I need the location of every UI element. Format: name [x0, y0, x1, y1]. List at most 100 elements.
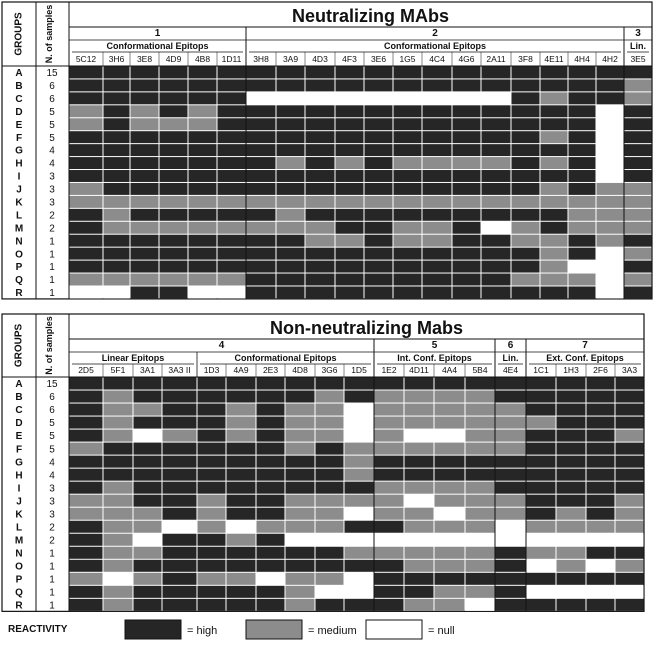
heatmap-cell [393, 195, 422, 208]
heatmap-cell [344, 494, 374, 507]
column-label: 5F1 [111, 365, 126, 375]
heatmap-cell [69, 247, 103, 260]
heatmap-cell [226, 390, 256, 403]
heatmap-cell [404, 598, 434, 611]
heatmap-cell [197, 377, 226, 390]
heatmap-cell [197, 559, 226, 572]
sample-count: 1 [49, 249, 55, 260]
heatmap-cell [596, 208, 624, 221]
row-label: B [15, 81, 22, 92]
heatmap-cell [615, 533, 644, 546]
heatmap-cell [335, 195, 364, 208]
heatmap-cell [568, 260, 596, 273]
sample-count: 15 [46, 68, 58, 79]
heatmap-cell [364, 260, 393, 273]
heatmap-cell [133, 377, 162, 390]
heatmap-cell [422, 170, 452, 182]
column-label: 3H6 [109, 54, 125, 64]
heatmap-cell [404, 546, 434, 559]
heatmap-cell [133, 533, 162, 546]
heatmap-cell [465, 533, 495, 546]
group-label: 2 [432, 28, 438, 39]
heatmap-cell [481, 118, 511, 131]
heatmap-cell [256, 429, 285, 442]
heatmap-cell [305, 92, 335, 105]
heatmap-cell [586, 533, 615, 546]
heatmap-cell [624, 144, 652, 157]
heatmap-cell [335, 92, 364, 105]
subgroup-label: Lin. [503, 353, 519, 363]
column-label: 4F3 [342, 54, 357, 64]
heatmap-cell [162, 442, 197, 455]
heatmap-cell [465, 507, 495, 520]
heatmap-cell [481, 234, 511, 247]
heatmap-cell [188, 221, 217, 234]
heatmap-cell [434, 546, 465, 559]
heatmap-cell [69, 170, 103, 182]
heatmap-cell [615, 507, 644, 520]
heatmap-cell [495, 559, 526, 572]
heatmap-cell [197, 442, 226, 455]
heatmap-cell [393, 182, 422, 195]
heatmap-cell [69, 66, 103, 79]
heatmap-cell [162, 377, 197, 390]
heatmap-cell [305, 208, 335, 221]
heatmap-cell [624, 157, 652, 170]
heatmap-cell [511, 157, 540, 170]
heatmap-cell [540, 144, 568, 157]
heatmap-cell [526, 507, 556, 520]
heatmap-cell [526, 598, 556, 611]
heatmap-cell [188, 208, 217, 221]
heatmap-cell [393, 273, 422, 286]
heatmap-cell [133, 507, 162, 520]
heatmap-cell [364, 157, 393, 170]
heatmap-cell [404, 585, 434, 598]
heatmap-cell [217, 247, 246, 260]
group-label: 3 [635, 28, 641, 39]
heatmap-cell [556, 507, 586, 520]
heatmap-cell [256, 403, 285, 416]
heatmap-cell [69, 455, 103, 468]
heatmap-cell [495, 429, 526, 442]
heatmap-cell [162, 416, 197, 429]
subgroup-label: Linear Epitops [102, 353, 165, 363]
heatmap-cell [481, 195, 511, 208]
heatmap-cell [276, 144, 305, 157]
heatmap-cell [452, 182, 481, 195]
heatmap-cell [393, 79, 422, 92]
heatmap-cell [162, 507, 197, 520]
heatmap-cell [344, 429, 374, 442]
heatmap-cell [596, 260, 624, 273]
heatmap-cell [586, 429, 615, 442]
heatmap-cell [285, 546, 315, 559]
sample-count: 1 [49, 548, 55, 559]
heatmap-cell [197, 429, 226, 442]
heatmap-cell [285, 468, 315, 481]
heatmap-cell [103, 572, 133, 585]
heatmap-cell [335, 66, 364, 79]
heatmap-cell [568, 118, 596, 131]
heatmap-cell [159, 182, 188, 195]
heatmap-cell [556, 598, 586, 611]
heatmap-cell [197, 455, 226, 468]
heatmap-cell [465, 559, 495, 572]
heatmap-cell [130, 105, 159, 118]
heatmap-cell [452, 273, 481, 286]
heatmap-cell [556, 416, 586, 429]
heatmap-cell [276, 131, 305, 144]
heatmap-cell [103, 92, 130, 105]
panel-frame [1, 1, 653, 300]
heatmap-cell [256, 455, 285, 468]
heatmap-cell [586, 585, 615, 598]
heatmap-cell [305, 170, 335, 182]
heatmap-cell [511, 247, 540, 260]
heatmap-cell [556, 377, 586, 390]
heatmap-cell [69, 429, 103, 442]
heatmap-cell [465, 585, 495, 598]
heatmap-cell [69, 286, 103, 299]
heatmap-cell [374, 507, 404, 520]
heatmap-cell [285, 494, 315, 507]
subgroup-label: Conformational Epitops [107, 41, 209, 51]
heatmap-cell [69, 390, 103, 403]
heatmap-cell [434, 390, 465, 403]
